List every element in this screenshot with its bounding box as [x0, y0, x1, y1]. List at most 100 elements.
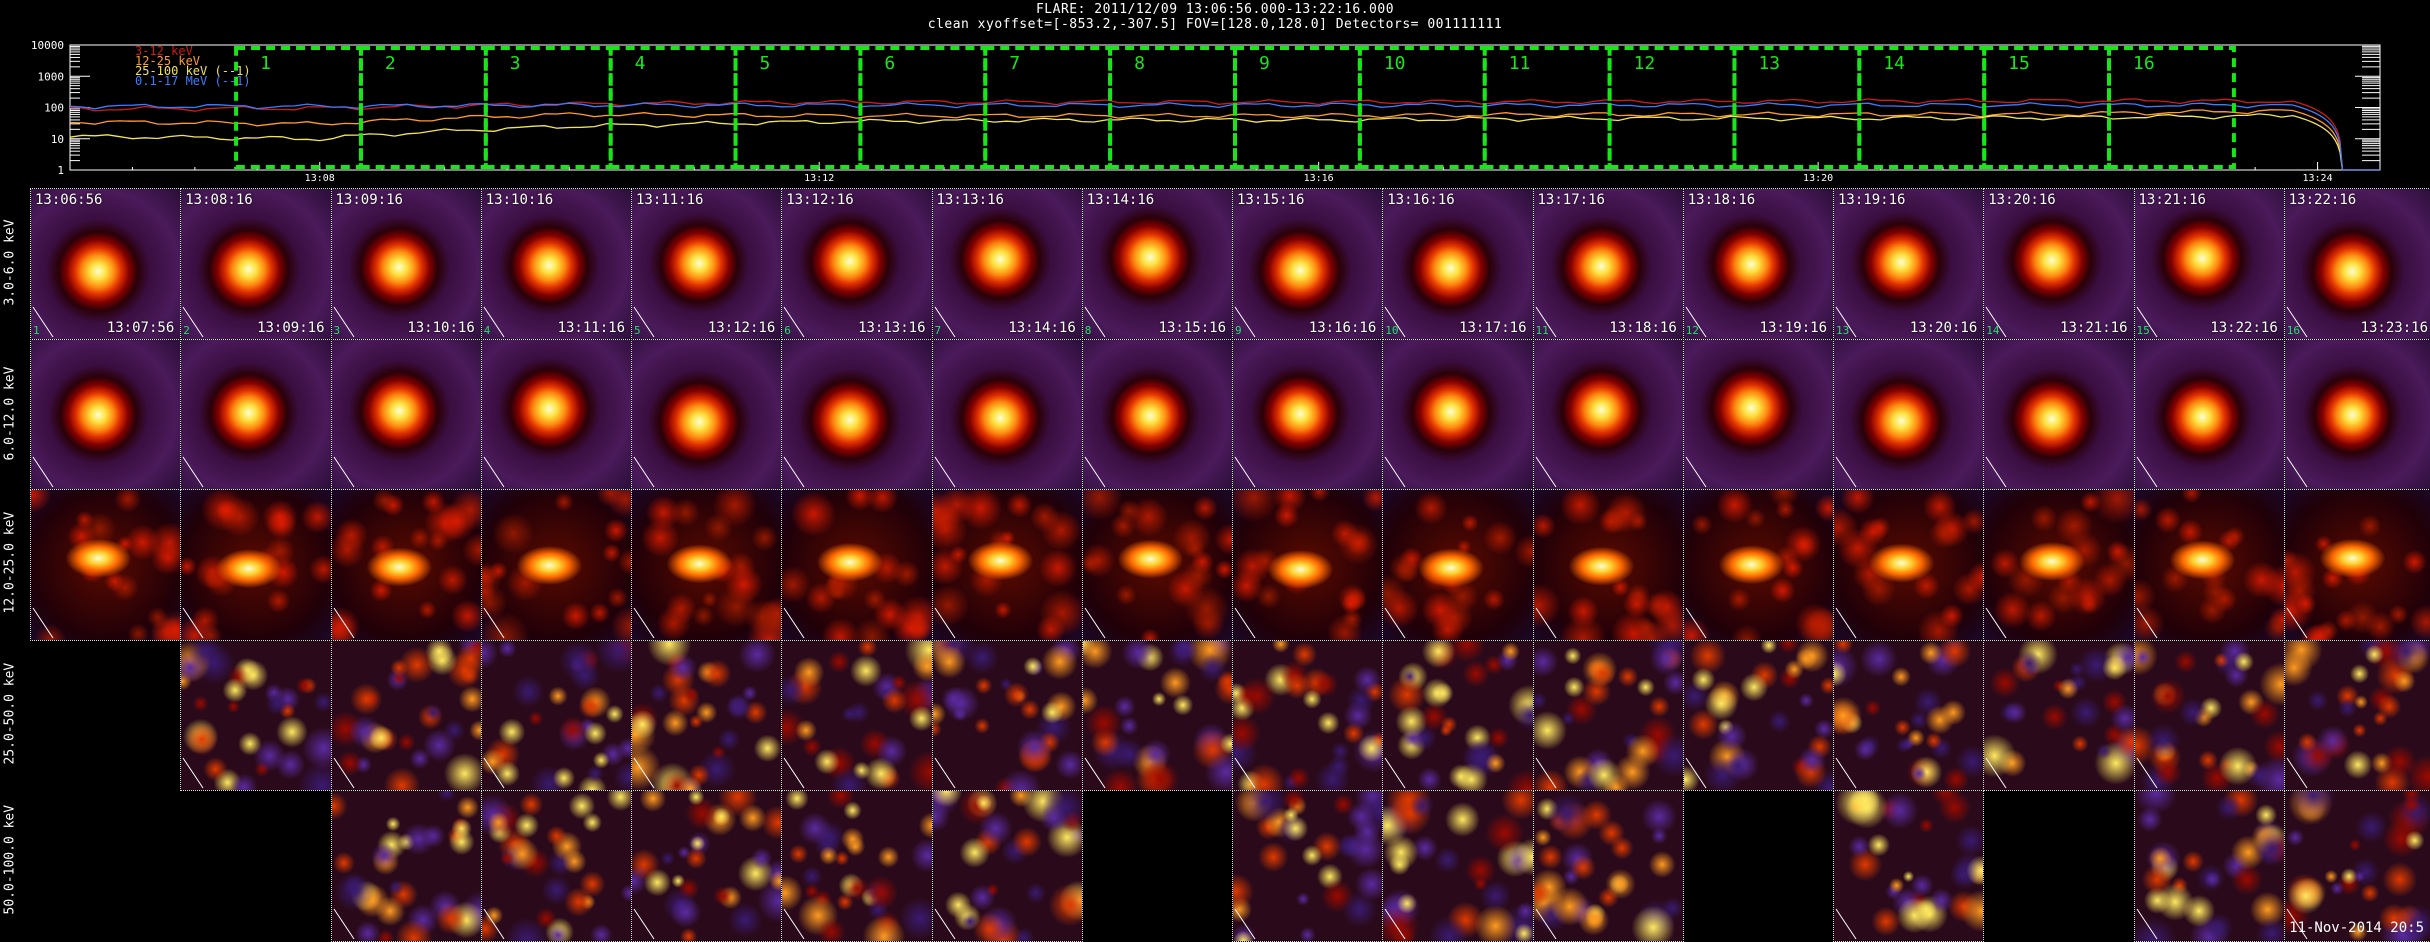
image-cell[interactable]: 13:15:16 13:16:16 9	[1232, 188, 1384, 340]
flare-image	[331, 339, 481, 489]
image-cell[interactable]	[480, 338, 632, 490]
image-cell[interactable]	[931, 489, 1083, 641]
image-cell[interactable]	[781, 639, 933, 791]
image-cell[interactable]: 13:12:16 13:13:16 6	[781, 188, 933, 340]
image-cell[interactable]: 13:21:16 13:22:16 15	[2133, 188, 2285, 340]
interval-index: 12	[1685, 323, 1699, 337]
image-cell[interactable]	[781, 489, 933, 641]
image-cell[interactable]: 13:14:16 13:15:16 8	[1081, 188, 1233, 340]
image-cell[interactable]	[1382, 639, 1534, 791]
interval-label: 1	[260, 53, 271, 74]
image-cell[interactable]	[1532, 639, 1684, 791]
image-cell[interactable]	[781, 790, 933, 942]
image-cell[interactable]	[1382, 489, 1534, 641]
image-cell[interactable]: 13:06:56 13:07:56 1	[30, 188, 182, 340]
image-cell[interactable]	[1232, 639, 1384, 791]
interval-label: 16	[2133, 53, 2155, 74]
image-cell[interactable]	[2133, 338, 2285, 490]
image-cell[interactable]	[1833, 790, 1985, 942]
image-cell[interactable]	[931, 338, 1083, 490]
image-cell[interactable]	[2283, 790, 2430, 942]
image-cell[interactable]	[1081, 338, 1233, 490]
image-cell[interactable]	[631, 790, 783, 942]
image-cell[interactable]	[1983, 489, 2135, 641]
image-cell[interactable]	[180, 338, 332, 490]
image-cell[interactable]	[330, 790, 482, 942]
flare-image	[1233, 640, 1383, 790]
image-cell[interactable]	[1532, 489, 1684, 641]
image-cell[interactable]	[1532, 790, 1684, 942]
render-timestamp: 11-Nov-2014 20:5	[2289, 920, 2424, 936]
image-cell[interactable]	[1232, 338, 1384, 490]
image-cell[interactable]	[1983, 639, 2135, 791]
image-cell[interactable]: 13:08:16 13:09:16 2	[180, 188, 332, 340]
image-cell[interactable]	[330, 639, 482, 791]
image-cell[interactable]: 13:19:16 13:20:16 13	[1833, 188, 1985, 340]
image-cell[interactable]: 13:09:16 13:10:16 3	[330, 188, 482, 340]
image-cell[interactable]: 13:10:16 13:11:16 4	[480, 188, 632, 340]
image-cell[interactable]	[631, 338, 783, 490]
limb-line	[2136, 908, 2157, 939]
image-cell[interactable]	[2283, 338, 2430, 490]
image-cell[interactable]	[631, 639, 783, 791]
image-cell[interactable]	[1833, 489, 1985, 641]
image-cell[interactable]	[330, 489, 482, 641]
limb-line	[934, 306, 955, 337]
image-cell[interactable]	[330, 338, 482, 490]
image-cell[interactable]	[2283, 639, 2430, 791]
flare-image	[632, 189, 782, 339]
image-cell[interactable]	[1232, 489, 1384, 641]
image-cell[interactable]	[1382, 790, 1534, 942]
limb-line	[1384, 908, 1406, 939]
limb-line	[483, 908, 505, 939]
image-cell[interactable]: 13:18:16 13:19:16 12	[1682, 188, 1834, 340]
interval-index: 7	[934, 323, 942, 337]
limb-line	[32, 306, 54, 337]
image-cell[interactable]	[1983, 338, 2135, 490]
image-cell[interactable]	[2283, 489, 2430, 641]
row-energy-label: 12.0-25.0 keV	[2, 512, 18, 614]
limb-line	[2136, 306, 2157, 337]
image-cell[interactable]	[1682, 639, 1834, 791]
flare-image	[2134, 791, 2284, 941]
image-cell[interactable]: 13:22:16 13:23:16 16	[2283, 188, 2430, 340]
image-cell[interactable]	[480, 790, 632, 942]
limb-line	[783, 607, 805, 638]
image-cell[interactable]	[30, 489, 182, 641]
image-cell[interactable]	[1682, 489, 1834, 641]
image-cell[interactable]	[1833, 338, 1985, 490]
image-cell[interactable]: 13:17:16 13:18:16 11	[1532, 188, 1684, 340]
image-cell[interactable]	[2133, 489, 2285, 641]
image-cell[interactable]: 13:20:16 13:21:16 14	[1983, 188, 2135, 340]
interval-index: 1	[33, 323, 40, 337]
image-cell[interactable]	[2133, 639, 2285, 791]
image-cell[interactable]	[2133, 790, 2285, 942]
y-tick-label: 100	[44, 102, 64, 115]
image-cell[interactable]	[931, 790, 1083, 942]
image-cell[interactable]	[1532, 338, 1684, 490]
flare-image	[181, 490, 331, 640]
limb-line	[934, 908, 955, 939]
image-cell[interactable]: 13:16:16 13:17:16 10	[1382, 188, 1534, 340]
image-cell[interactable]: 13:13:16 13:14:16 7	[931, 188, 1083, 340]
image-cell[interactable]: 13:11:16 13:12:16 5	[631, 188, 783, 340]
row-energy-label: 6.0-12.0 keV	[2, 366, 18, 461]
image-cell[interactable]	[1232, 790, 1384, 942]
image-cell[interactable]	[1682, 338, 1834, 490]
image-cell[interactable]	[631, 489, 783, 641]
image-cell[interactable]	[480, 489, 632, 641]
image-cell[interactable]	[781, 338, 933, 490]
image-cell[interactable]	[1081, 489, 1233, 641]
image-cell[interactable]	[180, 489, 332, 641]
image-cell[interactable]	[180, 639, 332, 791]
flare-image	[1834, 640, 1984, 790]
interval-index: 2	[183, 323, 190, 337]
image-cell[interactable]	[480, 639, 632, 791]
image-cell[interactable]	[1081, 639, 1233, 791]
image-cell[interactable]	[1382, 338, 1534, 490]
image-cell[interactable]	[1833, 639, 1985, 791]
image-cell[interactable]	[30, 338, 182, 490]
image-cell[interactable]	[931, 639, 1083, 791]
x-tick-label: 13:24	[2303, 173, 2333, 184]
